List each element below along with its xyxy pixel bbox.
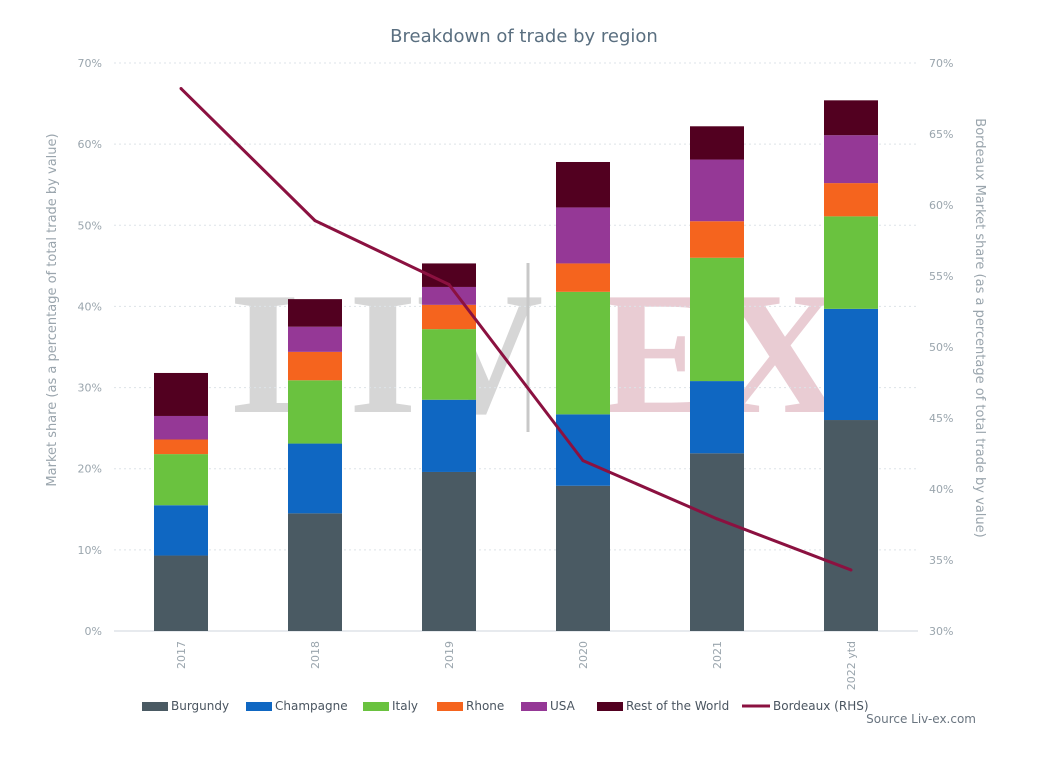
source-note: Source Liv-ex.com (866, 712, 976, 726)
bar-segment (154, 372, 208, 416)
bar-segment (824, 308, 878, 421)
bar-segment (154, 454, 208, 506)
bar-segment (690, 381, 744, 454)
legend-swatch (521, 702, 547, 711)
legend-item: Burgundy (142, 699, 229, 713)
legend-label: USA (550, 699, 576, 713)
bar-segment (288, 443, 342, 514)
line-point (581, 459, 585, 463)
bar-segment (154, 505, 208, 556)
legend-label: Bordeaux (RHS) (773, 699, 869, 713)
bar-segment (422, 286, 476, 305)
bar-segment (824, 420, 878, 631)
y-tick-label: 20% (78, 463, 102, 476)
left-axis-title: Market share (as a percentage of total t… (45, 133, 60, 486)
y2-tick-label: 35% (929, 554, 953, 567)
y-tick-label: 70% (78, 57, 102, 70)
bar-segment (288, 380, 342, 444)
bordeaux-line (179, 87, 853, 572)
bar-segment (556, 414, 610, 486)
bar-segment (154, 439, 208, 455)
x-axis-ticks: 2017 2018 2019 2020 2021 2022 ytd (175, 641, 858, 690)
legend-swatch (437, 702, 463, 711)
bar-segment (824, 100, 878, 136)
line-point (849, 568, 853, 572)
legend-item: Rest of the World (597, 699, 729, 713)
y2-tick-label: 65% (929, 128, 953, 141)
legend-label: Burgundy (171, 699, 229, 713)
legend-swatch (246, 702, 272, 711)
bar-segment (288, 513, 342, 631)
bar-segment (556, 291, 610, 415)
right-axis-title: Bordeaux Market share (as a percentage o… (972, 118, 987, 537)
bar-segment (154, 415, 208, 440)
y-tick-label: 40% (78, 300, 102, 313)
y-tick-label: 30% (78, 382, 102, 395)
right-axis-ticks: 30% 35% 40% 45% 50% 55% 60% 65% 70% (929, 57, 953, 638)
bar-segment (288, 299, 342, 327)
y2-tick-label: 70% (929, 57, 953, 70)
y2-tick-label: 50% (929, 341, 953, 354)
legend-item: Italy (363, 699, 418, 713)
bar-segment (690, 221, 744, 258)
legend-label: Champagne (275, 699, 348, 713)
x-tick-label: 2017 (175, 641, 188, 669)
line-point (447, 283, 451, 287)
gridlines (114, 62, 918, 632)
y2-tick-label: 45% (929, 412, 953, 425)
x-tick-label: 2021 (711, 641, 724, 669)
bar-segment (556, 161, 610, 208)
bar-segment (422, 329, 476, 400)
bar-segment (824, 216, 878, 309)
bar-segment (422, 399, 476, 472)
bar-segment (824, 135, 878, 184)
y-tick-label: 0% (85, 625, 102, 638)
left-axis-ticks: 0% 10% 20% 30% 40% 50% 60% 70% (78, 57, 102, 638)
bar-segment (824, 183, 878, 217)
legend-swatch (597, 702, 623, 711)
line-point (715, 517, 719, 521)
bar-segment (422, 263, 476, 287)
line-point (313, 219, 317, 223)
bar-segment (422, 471, 476, 631)
y-tick-label: 50% (78, 219, 102, 232)
legend-item: Champagne (246, 699, 348, 713)
watermark-liv: LIV (232, 256, 543, 450)
bar-segment (556, 263, 610, 292)
line-series (179, 87, 852, 572)
x-tick-label: 2022 ytd (845, 641, 858, 690)
x-tick-label: 2020 (577, 641, 590, 669)
bar-segment (288, 351, 342, 381)
line-point (179, 87, 183, 91)
x-tick-label: 2019 (443, 641, 456, 669)
x-tick-label: 2018 (309, 641, 322, 669)
chart-title: Breakdown of trade by region (390, 26, 658, 47)
legend-item: USA (521, 699, 576, 713)
legend-item: Rhone (437, 699, 504, 713)
legend-label: Rest of the World (626, 699, 729, 713)
y2-tick-label: 40% (929, 483, 953, 496)
bar-segment (690, 453, 744, 631)
y-tick-label: 60% (78, 138, 102, 151)
legend-item: Bordeaux (RHS) (742, 699, 869, 713)
bar-segment (556, 207, 610, 264)
bar-segment (690, 257, 744, 382)
legend: Burgundy Champagne Italy Rhone USA Rest of th… (142, 699, 869, 713)
y2-tick-label: 60% (929, 199, 953, 212)
legend-label: Rhone (466, 699, 504, 713)
y-tick-label: 10% (78, 544, 102, 557)
bar-segment (556, 485, 610, 631)
legend-swatch (142, 702, 168, 711)
y2-tick-label: 30% (929, 625, 953, 638)
bar-segment (690, 159, 744, 222)
legend-label: Italy (392, 699, 418, 713)
bar-segment (154, 555, 208, 631)
y2-tick-label: 55% (929, 270, 953, 283)
bar-segment (690, 126, 744, 160)
bar-segment (288, 326, 342, 352)
bars (154, 100, 878, 631)
legend-swatch (363, 702, 389, 711)
